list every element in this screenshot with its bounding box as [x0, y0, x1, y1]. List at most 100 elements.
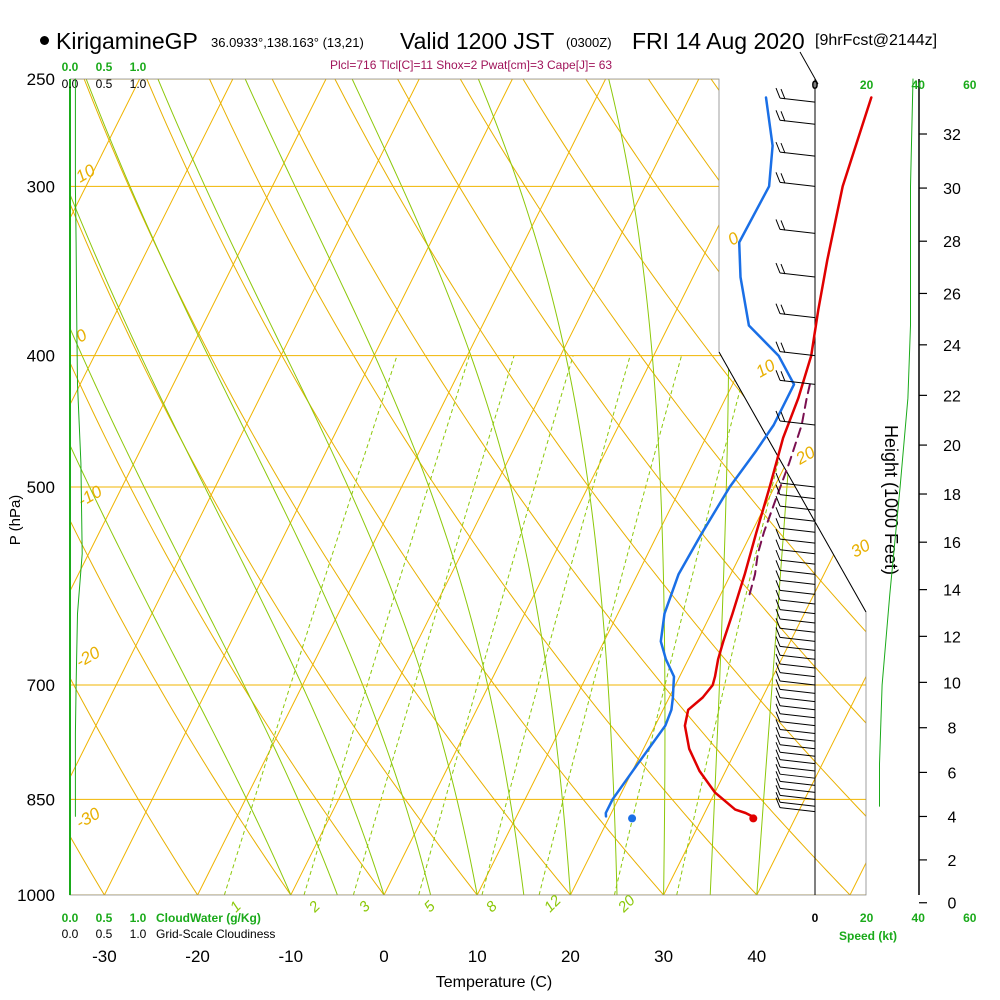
height-tick-label: 2 — [948, 853, 957, 870]
wind-barb — [775, 518, 816, 533]
dry-adiabat-label: 10 — [73, 160, 99, 186]
mixing-ratio-line — [352, 355, 515, 895]
temperature-tick-label: 20 — [561, 947, 580, 966]
parcel-line — [748, 383, 811, 596]
wind-barb — [775, 472, 816, 488]
wind-barb — [775, 172, 816, 187]
wind-barb — [775, 662, 816, 678]
temperature-tick-label: 30 — [654, 947, 673, 966]
height-tick-label: 30 — [943, 181, 961, 198]
wind-barb — [775, 778, 816, 793]
pressure-tick-label: 400 — [27, 347, 55, 366]
dry-adiabat-line — [70, 79, 292, 895]
wind-barb — [775, 627, 816, 642]
height-tick-label: 6 — [948, 765, 957, 782]
cloud-tick-bottom: 1.0 — [130, 911, 147, 925]
cloudiness-tick-top: 1.0 — [130, 77, 147, 91]
wind-barb — [775, 785, 816, 800]
dry-adiabat-line — [0, 79, 11, 895]
surface-dewpoint-point — [628, 814, 637, 823]
height-tick-label: 32 — [943, 127, 961, 144]
cloud-label: CloudWater (g/Kg) — [156, 911, 261, 925]
dry-adiabat-label: -10 — [75, 481, 106, 510]
height-tick-label: 12 — [943, 629, 961, 646]
y2-axis-label: Height (1000 Feet) — [881, 425, 901, 575]
height-tick-label: 16 — [943, 535, 961, 552]
cloudiness-tick-bottom: 1.0 — [130, 927, 147, 941]
wind-barb — [775, 303, 816, 319]
thermo-grid — [0, 79, 866, 895]
cloud-tick-top: 1.0 — [130, 60, 147, 74]
wind-barb — [775, 507, 816, 522]
valid-utc: (0300Z) — [566, 35, 612, 50]
isotherm-line — [70, 79, 234, 895]
wind-barb — [775, 636, 816, 651]
height-tick-label: 24 — [943, 338, 961, 355]
wind-barb — [775, 580, 816, 595]
wind-barb — [775, 262, 816, 278]
cloudiness-tick-bottom: 0.5 — [96, 927, 113, 941]
dry-adiabat-line — [83, 79, 571, 895]
cloudiness-tick-top: 0.0 — [62, 77, 79, 91]
speed-tick-top: 0 — [812, 78, 819, 92]
dry-adiabat-line — [271, 79, 851, 895]
wind-barb — [775, 87, 816, 103]
speed-tick-top: 40 — [912, 78, 926, 92]
header-bullet-icon — [40, 26, 49, 50]
cloud-tick-bottom: 0.0 — [62, 911, 79, 925]
wind-barb — [775, 719, 816, 734]
speed-tick-top: 20 — [860, 78, 874, 92]
y-axis-label: P (hPa) — [7, 495, 24, 546]
wind-barb — [775, 645, 816, 660]
temperature-tick-label: 0 — [379, 947, 388, 966]
wind-barb — [775, 141, 816, 157]
moist-adiabat-line — [70, 79, 338, 895]
dry-adiabat-line — [522, 79, 866, 895]
wind-barb — [775, 618, 816, 633]
speed-tick-bottom: 0 — [812, 911, 819, 925]
wind-barb — [775, 742, 816, 757]
dry-adiabat-label: 0 — [73, 325, 91, 346]
temperature-tick-label: 40 — [747, 947, 766, 966]
dry-adiabat-line — [334, 79, 866, 895]
wind-barb — [775, 771, 816, 786]
pressure-tick-label: 250 — [27, 70, 55, 89]
moist-adiabat-line — [351, 79, 571, 895]
pressure-tick-label: 500 — [27, 478, 55, 497]
temperature-tick-label: -30 — [92, 947, 117, 966]
moist-adiabat-line — [157, 79, 478, 895]
stability-indices: Plcl=716 Tlcl[C]=11 Shox=2 Pwat[cm]=3 Ca… — [330, 58, 613, 72]
dry-adiabat-line — [70, 79, 478, 895]
station-name: KirigamineGP — [56, 28, 198, 54]
cloudiness-tick-bottom: 0.0 — [62, 927, 79, 941]
pressure-tick-label: 700 — [27, 676, 55, 695]
temperature-line — [683, 96, 873, 818]
wind-barb — [775, 749, 816, 765]
wind-barb — [775, 687, 816, 703]
wind-barb — [775, 670, 816, 686]
station-coords: 36.0933°,138.163° (13,21) — [211, 35, 364, 50]
dry-adiabat-line — [397, 79, 866, 895]
wind-barb — [775, 219, 816, 234]
speed-tick-bottom: 20 — [860, 911, 874, 925]
wind-barb — [775, 495, 816, 511]
wind-barb — [775, 549, 816, 565]
speed-tick-bottom: 40 — [912, 911, 926, 925]
mixing-ratio-label: 5 — [421, 897, 439, 915]
height-tick-label: 0 — [948, 896, 957, 913]
cloudiness-tick-top: 0.5 — [96, 77, 113, 91]
dry-adiabat-line — [70, 79, 385, 895]
dry-adiabat-label: 30 — [848, 535, 874, 561]
cloudiness-label: Grid-Scale Cloudiness — [156, 927, 275, 941]
boundary-line — [718, 351, 867, 613]
wind-barb — [775, 792, 816, 807]
height-tick-label: 10 — [943, 675, 961, 692]
wind-barb — [775, 589, 816, 605]
mixing-ratio-line — [676, 355, 806, 895]
height-tick-label: 22 — [943, 388, 961, 405]
wind-barb — [775, 703, 816, 719]
pressure-tick-label: 1000 — [17, 886, 55, 905]
dry-adiabat-label: 10 — [753, 355, 779, 381]
dry-adiabat-line — [836, 79, 866, 895]
